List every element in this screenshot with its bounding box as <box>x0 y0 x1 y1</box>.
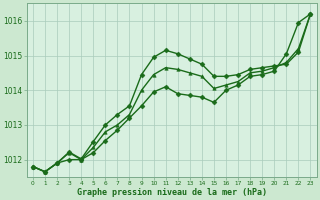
X-axis label: Graphe pression niveau de la mer (hPa): Graphe pression niveau de la mer (hPa) <box>77 188 267 197</box>
